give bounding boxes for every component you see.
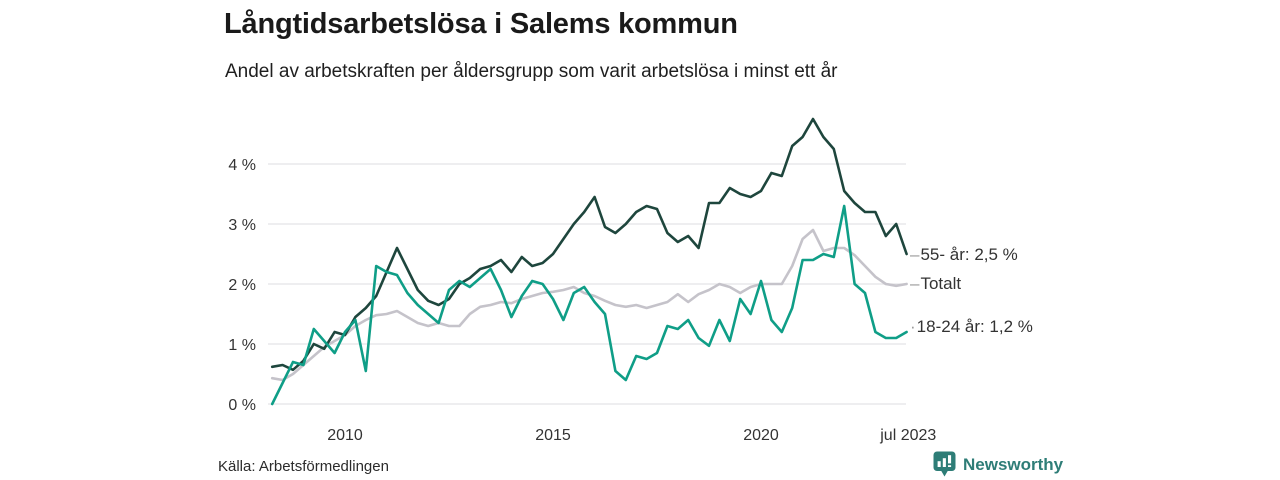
chart-subtitle: Andel av arbetskraften per åldersgrupp s… [225,61,838,82]
brand-link[interactable]: Newsworthy [933,451,1063,478]
brand-name: Newsworthy [963,454,1064,474]
series-end-label-55: –55- år: 2,5 % [910,244,1018,266]
series-end-label-18-24: ·18-24 år: 1,2 % [910,316,1033,338]
series-end-label-text: 18-24 år: 1,2 % [916,317,1033,336]
source-attribution: Källa: Arbetsförmedlingen [218,458,389,475]
y-axis-tick-label: 4 % [228,157,256,174]
y-axis-tick-label: 0 % [228,397,256,414]
series-leader-dash: – [910,274,920,293]
series-line-18-24 år [270,204,908,406]
series-end-label-text: 55- år: 2,5 % [920,245,1018,264]
x-axis-tick-label: 2020 [743,427,779,444]
series-line-55- år [270,117,908,372]
y-axis-tick-label: 1 % [228,337,256,354]
x-axis-tick-label: jul 2023 [879,427,936,444]
series-end-label-text: Totalt [920,274,962,293]
series-end-label-total: –Totalt [910,273,961,295]
newsworthy-logo-icon [933,451,956,477]
y-axis-tick-label: 3 % [228,217,256,234]
x-axis-tick-label: 2010 [327,427,363,444]
page-title: Långtidsarbetslösa i Salems kommun [224,8,738,40]
series-leader-dash: · [910,317,916,336]
x-axis-tick-label: 2015 [535,427,571,444]
series-leader-dash: – [910,245,920,264]
y-axis-tick-label: 2 % [228,277,256,294]
